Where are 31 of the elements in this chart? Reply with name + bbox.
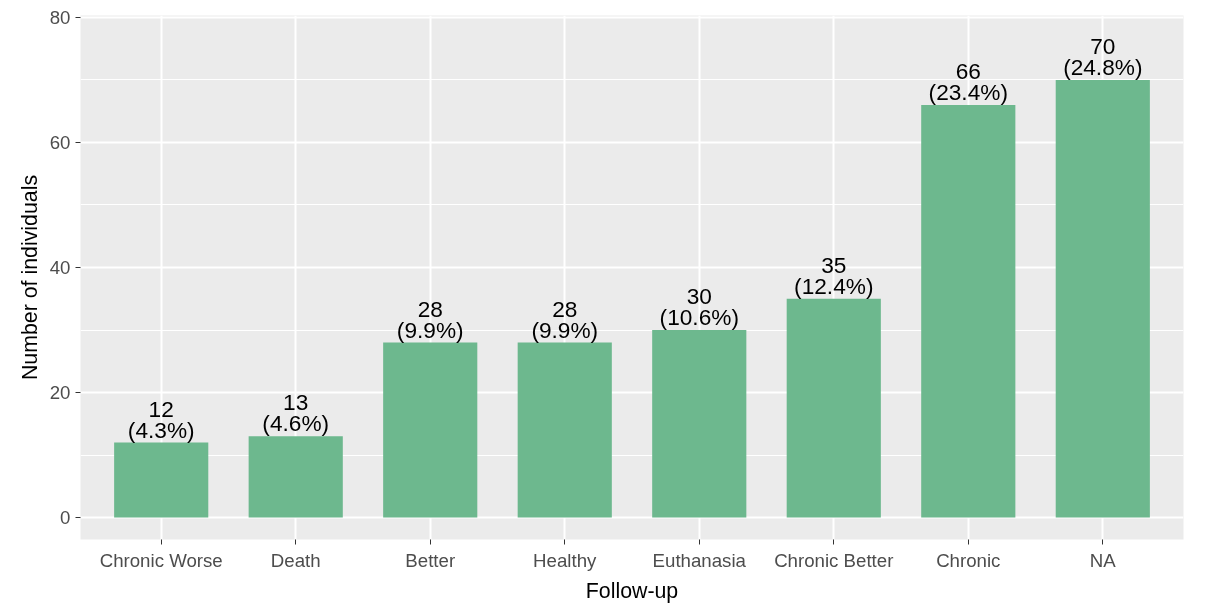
bar	[517, 342, 612, 518]
y-tick-label: 20	[49, 382, 71, 404]
bar	[921, 104, 1016, 518]
data-label: 35 (12.4%)	[794, 251, 874, 299]
x-tick-label: Healthy	[533, 549, 598, 571]
y-axis-title: Number of individuals	[17, 174, 42, 381]
x-tick-label: Death	[270, 549, 321, 571]
bar	[1055, 79, 1150, 518]
x-tick-label: Chronic Better	[774, 549, 894, 571]
x-tick-label: Chronic Worse	[99, 549, 223, 571]
data-label: 12 (4.3%)	[127, 395, 195, 443]
data-label: 28 (9.9%)	[396, 295, 464, 343]
x-tick-label: Chronic	[936, 549, 1001, 571]
y-tick-label: 80	[49, 6, 71, 28]
data-label: 28 (9.9%)	[531, 295, 599, 343]
data-label: 66 (23.4%)	[928, 57, 1008, 105]
data-label: 70 (24.8%)	[1063, 32, 1143, 80]
x-axis-title: Follow-up	[585, 578, 679, 603]
x-tick-label: NA	[1089, 549, 1117, 571]
y-tick-label: 0	[60, 507, 71, 529]
y-tick-label: 40	[49, 257, 71, 278]
y-tick-label: 60	[49, 131, 71, 153]
data-label: 13 (4.6%)	[262, 389, 330, 437]
x-tick-label: Euthanasia	[652, 549, 747, 571]
bar	[383, 342, 478, 518]
bar	[248, 436, 343, 518]
data-label: 30 (10.6%)	[659, 283, 739, 331]
bar	[786, 298, 881, 518]
bar	[652, 330, 747, 518]
x-tick-label: Better	[405, 549, 456, 571]
bar	[114, 442, 209, 518]
